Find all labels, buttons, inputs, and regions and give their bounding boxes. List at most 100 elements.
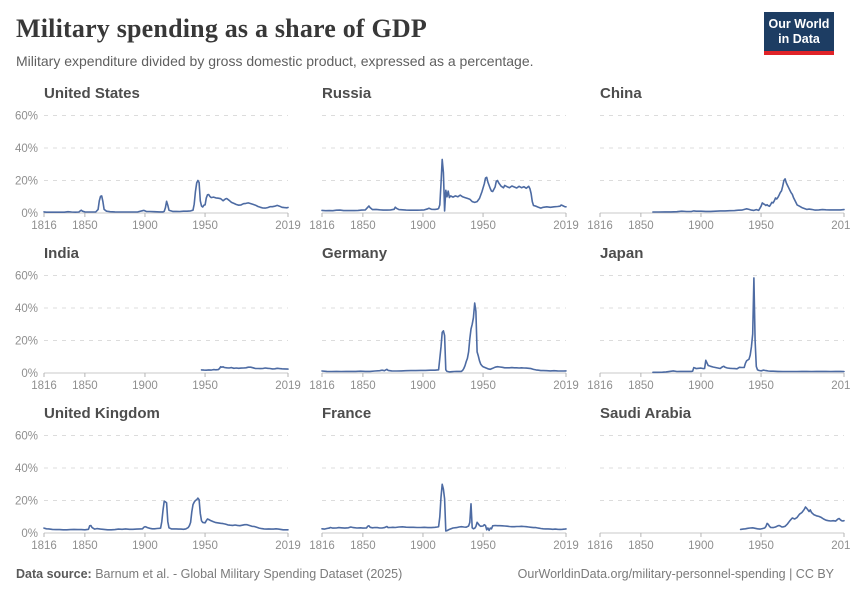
x-tick-label: 1900 (410, 540, 436, 552)
x-tick-label: 1950 (470, 220, 496, 232)
x-tick-label: 1900 (688, 220, 714, 232)
small-multiples-grid: United States 1816 1850 1900 1950 2019 0% 20% 40… (15, 84, 850, 562)
x-tick-label: 1816 (31, 380, 57, 392)
x-tick-label: 1950 (748, 540, 774, 552)
data-source-label: Data source: (16, 567, 92, 581)
y-tick-label: 0% (21, 368, 38, 380)
line-chart-saudi-arabia[interactable]: 1816 1850 1900 1950 2019 (572, 430, 850, 562)
owid-url-license[interactable]: OurWorldinData.org/military-personnel-sp… (517, 567, 834, 581)
y-tick-label: 40% (15, 463, 38, 475)
owid-logo-line1: Our World (768, 17, 830, 31)
x-tick-label: 1816 (309, 380, 335, 392)
x-tick-label: 2019 (553, 380, 579, 392)
x-tick-label: 1950 (192, 540, 218, 552)
chart-panel-title: France (322, 405, 372, 422)
chart-panel-title: China (600, 85, 642, 102)
chart-panel-united-states: United States 1816 1850 1900 1950 2019 0% 20% 40… (15, 84, 301, 242)
data-source-text: Barnum et al. - Global Military Spending… (91, 567, 403, 581)
line-chart-russia[interactable]: 1816 1850 1900 1950 2019 (294, 110, 579, 242)
x-tick-label: 2019 (275, 380, 301, 392)
x-tick-label: 2019 (275, 220, 301, 232)
x-tick-label: 1816 (587, 380, 613, 392)
x-tick-label: 2019 (831, 220, 850, 232)
chart-panel-united-kingdom: United Kingdom 1816 1850 1900 1950 2019 0% 20% 4… (15, 404, 301, 562)
line-chart-united-states[interactable]: 1816 1850 1900 1950 2019 0% 20% 40% 60% (15, 110, 301, 242)
line-chart-germany[interactable]: 1816 1850 1900 1950 2019 (294, 270, 579, 402)
series-line-united-kingdom (43, 497, 289, 531)
series-line-united-states (43, 179, 289, 213)
line-chart-united-kingdom[interactable]: 1816 1850 1900 1950 2019 0% 20% 40% 60% (15, 430, 301, 562)
line-chart-india[interactable]: 1816 1850 1900 1950 2019 0% 20% 40% 60% (15, 270, 301, 402)
series-line-russia (321, 158, 567, 212)
chart-panel-germany: Germany 1816 1850 1900 1950 2019 (294, 244, 579, 402)
y-tick-label: 20% (15, 496, 38, 508)
chart-panel-title: India (44, 245, 80, 262)
x-tick-label: 1950 (192, 380, 218, 392)
y-tick-label: 60% (15, 431, 38, 443)
x-tick-label: 1900 (132, 540, 158, 552)
series-line-france (321, 483, 567, 532)
x-tick-label: 1816 (31, 540, 57, 552)
series-line-germany (321, 302, 567, 373)
y-tick-label: 40% (15, 143, 38, 155)
owid-logo-line2: in Data (778, 31, 820, 46)
chart-panel-title: Saudi Arabia (600, 405, 692, 422)
series-line-india (200, 365, 289, 371)
x-tick-label: 1850 (628, 540, 654, 552)
owid-logo[interactable]: Our World in Data (764, 12, 834, 55)
x-tick-label: 1950 (470, 380, 496, 392)
line-chart-france[interactable]: 1816 1850 1900 1950 2019 (294, 430, 579, 562)
chart-panel-france: France 1816 1850 1900 1950 2019 (294, 404, 579, 562)
series-line-saudi-arabia (739, 506, 845, 531)
x-tick-label: 1850 (628, 220, 654, 232)
x-tick-label: 1950 (192, 220, 218, 232)
chart-panel-india: India 1816 1850 1900 1950 2019 0% 20% 40% 60% (15, 244, 301, 402)
x-tick-label: 1850 (350, 380, 376, 392)
line-chart-china[interactable]: 1816 1850 1900 1950 2019 (572, 110, 850, 242)
x-tick-label: 1850 (72, 220, 98, 232)
y-tick-label: 60% (15, 271, 38, 283)
page-subtitle: Military expenditure divided by gross do… (16, 53, 534, 69)
x-tick-label: 2019 (553, 540, 579, 552)
x-tick-label: 1950 (748, 220, 774, 232)
x-tick-label: 1816 (309, 220, 335, 232)
x-tick-label: 1816 (309, 540, 335, 552)
x-tick-label: 2019 (831, 380, 850, 392)
x-tick-label: 1900 (132, 380, 158, 392)
y-tick-label: 0% (21, 208, 38, 220)
x-tick-label: 2019 (553, 220, 579, 232)
x-tick-label: 1816 (587, 220, 613, 232)
chart-panel-russia: Russia 1816 1850 1900 1950 2019 (294, 84, 579, 242)
chart-panel-title: Germany (322, 245, 388, 262)
series-line-china (652, 178, 845, 213)
page-title: Military spending as a share of GDP (16, 14, 427, 43)
x-tick-label: 1816 (31, 220, 57, 232)
x-tick-label: 1850 (72, 380, 98, 392)
chart-panel-china: China 1816 1850 1900 1950 2019 (572, 84, 850, 242)
x-tick-label: 2019 (831, 540, 850, 552)
x-tick-label: 1850 (72, 540, 98, 552)
chart-panel-title: United Kingdom (44, 405, 160, 422)
chart-panel-japan: Japan 1816 1850 1900 1950 2019 (572, 244, 850, 402)
y-tick-label: 20% (15, 176, 38, 188)
chart-panel-title: United States (44, 85, 140, 102)
y-tick-label: 60% (15, 111, 38, 123)
x-tick-label: 1950 (470, 540, 496, 552)
x-tick-label: 2019 (275, 540, 301, 552)
chart-panel-title: Japan (600, 245, 644, 262)
chart-footer: Data source: Barnum et al. - Global Mili… (16, 567, 834, 581)
x-tick-label: 1900 (688, 540, 714, 552)
x-tick-label: 1900 (688, 380, 714, 392)
x-tick-label: 1900 (410, 380, 436, 392)
x-tick-label: 1850 (628, 380, 654, 392)
x-tick-label: 1900 (132, 220, 158, 232)
chart-panel-saudi-arabia: Saudi Arabia 1816 1850 1900 1950 2019 (572, 404, 850, 562)
data-source-note: Data source: Barnum et al. - Global Mili… (16, 567, 402, 581)
line-chart-japan[interactable]: 1816 1850 1900 1950 2019 (572, 270, 850, 402)
x-tick-label: 1950 (748, 380, 774, 392)
y-tick-label: 20% (15, 336, 38, 348)
chart-header: Military spending as a share of GDP Mili… (0, 0, 850, 69)
series-line-japan (652, 277, 845, 374)
y-tick-label: 40% (15, 303, 38, 315)
x-tick-label: 1850 (350, 540, 376, 552)
